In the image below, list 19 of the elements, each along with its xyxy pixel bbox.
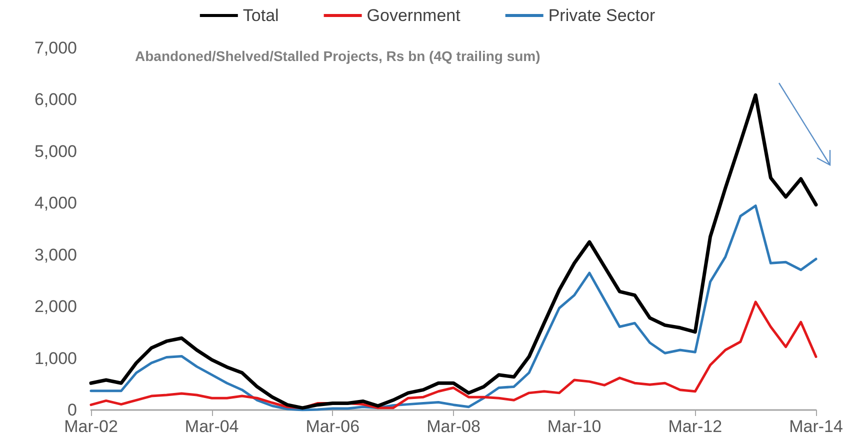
x-tick-label: Mar-10 [547, 417, 602, 436]
y-tick-label: 5,000 [34, 142, 77, 161]
x-tick-label: Mar-08 [426, 417, 480, 436]
y-tick-label: 0 [68, 400, 77, 420]
y-tick-label: 1,000 [34, 348, 77, 368]
x-tick-label: Mar-12 [668, 417, 722, 436]
x-tick-label: Mar-14 [789, 417, 843, 436]
legend-label: Total [242, 6, 279, 25]
x-tick-label: Mar-06 [306, 417, 360, 436]
y-tick-label: 7,000 [34, 38, 77, 58]
y-tick-label: 4,000 [34, 194, 77, 213]
legend-label: Private Sector [548, 6, 656, 25]
y-tick-label: 6,000 [34, 90, 77, 110]
x-tick-label: Mar-04 [184, 417, 239, 436]
y-tick-label: 2,000 [34, 297, 77, 316]
y-tick-label: 3,000 [34, 245, 77, 264]
legend-label: Government [366, 6, 461, 25]
chart-title: Abandoned/Shelved/Stalled Projects, Rs bn (4Q trailing sum) [135, 48, 540, 64]
x-tick-label: Mar-02 [64, 417, 118, 436]
